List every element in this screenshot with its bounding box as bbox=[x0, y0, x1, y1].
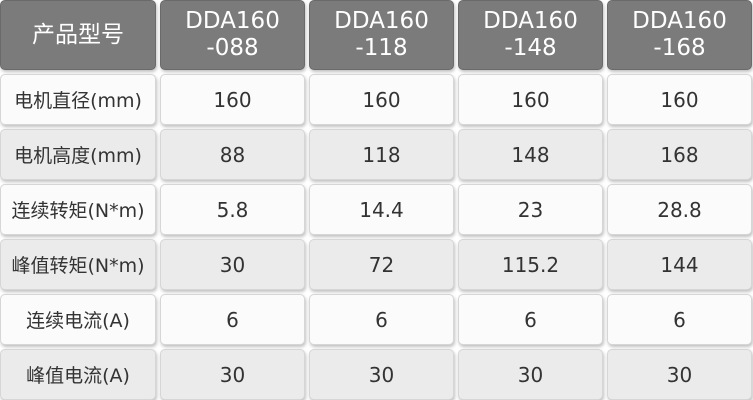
table-cell: 23 bbox=[458, 184, 603, 235]
table-cell: 160 bbox=[309, 74, 454, 125]
table-cell: 6 bbox=[458, 294, 603, 345]
table-cell: 6 bbox=[160, 294, 305, 345]
table-cell: 144 bbox=[607, 239, 752, 290]
table-cell: 72 bbox=[309, 239, 454, 290]
table-cell: 6 bbox=[309, 294, 454, 345]
header-cell: DDA160 -168 bbox=[607, 0, 752, 70]
table-cell: 148 bbox=[458, 129, 603, 180]
table-cell: 88 bbox=[160, 129, 305, 180]
header-cell: DDA160 -148 bbox=[458, 0, 603, 70]
row-label: 峰值电流(A) bbox=[0, 349, 156, 400]
table-cell: 30 bbox=[160, 349, 305, 400]
row-label: 峰值转矩(N*m) bbox=[0, 239, 156, 290]
header-cell: 产品型号 bbox=[0, 0, 156, 70]
table-cell: 30 bbox=[309, 349, 454, 400]
table-cell: 160 bbox=[160, 74, 305, 125]
row-label: 连续转矩(N*m) bbox=[0, 184, 156, 235]
table-cell: 160 bbox=[458, 74, 603, 125]
table-cell: 6 bbox=[607, 294, 752, 345]
table-cell: 30 bbox=[607, 349, 752, 400]
table-cell: 115.2 bbox=[458, 239, 603, 290]
row-label: 连续电流(A) bbox=[0, 294, 156, 345]
table-cell: 118 bbox=[309, 129, 454, 180]
table-cell: 30 bbox=[458, 349, 603, 400]
table-cell: 160 bbox=[607, 74, 752, 125]
header-cell: DDA160 -118 bbox=[309, 0, 454, 70]
header-cell: DDA160 -088 bbox=[160, 0, 305, 70]
table-cell: 30 bbox=[160, 239, 305, 290]
table-cell: 28.8 bbox=[607, 184, 752, 235]
table-cell: 5.8 bbox=[160, 184, 305, 235]
table-cell: 168 bbox=[607, 129, 752, 180]
table-cell: 14.4 bbox=[309, 184, 454, 235]
row-label: 电机高度(mm) bbox=[0, 129, 156, 180]
row-label: 电机直径(mm) bbox=[0, 74, 156, 125]
